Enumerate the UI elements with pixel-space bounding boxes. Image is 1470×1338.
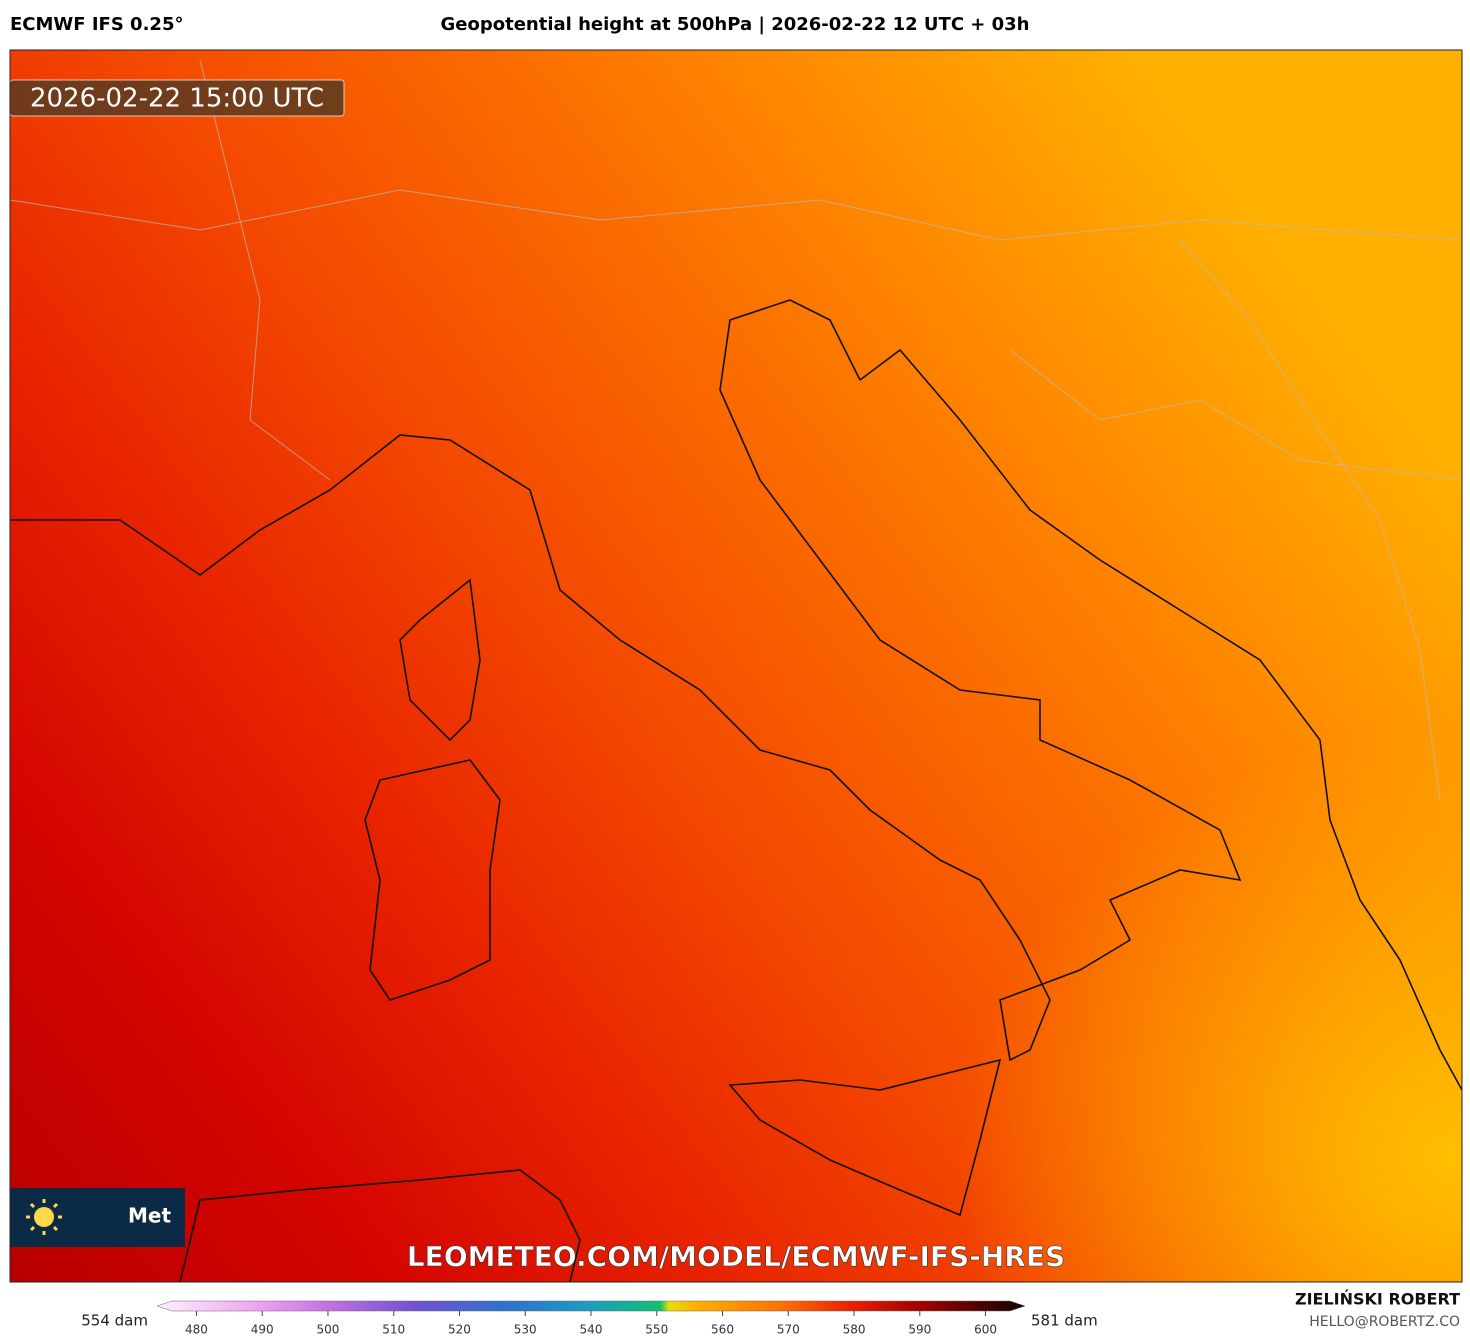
colorbar-tick-label: 550 [645, 1323, 668, 1337]
email: HELLO@ROBERTZ.CO [1309, 1314, 1460, 1330]
height-field-high [10, 50, 1462, 1282]
map: 2026-02-22 15:00 UTC Met LEOMETEO.COM/MO… [10, 50, 1462, 1282]
balkan-coast [859, 348, 1462, 1091]
logo-text: Met [128, 1204, 171, 1228]
colorbar-tick-label: 580 [843, 1323, 866, 1337]
sun-rays [26, 1199, 62, 1235]
time-badge [10, 79, 345, 117]
italy-coast [10, 299, 1242, 1062]
sardinia [364, 759, 501, 1001]
model-name: ECMWF IFS 0.25° [10, 14, 183, 35]
colorbar-tick-label: 560 [711, 1323, 734, 1337]
colorbar-tick-label: 590 [908, 1323, 931, 1337]
border [199, 59, 331, 481]
colorbar-tick-label: 490 [251, 1323, 274, 1337]
colorbar-scale [156, 1300, 1026, 1312]
colorbar-tick-label: 570 [777, 1323, 800, 1337]
colorbar-tick-label: 510 [382, 1323, 405, 1337]
colorbar-tick-label: 520 [448, 1323, 471, 1337]
border [1009, 349, 1462, 481]
watermark: LEOMETEO.COM/MODEL/ECMWF-IFS-HRES [407, 1240, 1065, 1273]
corsica [399, 578, 481, 742]
sicily [728, 1058, 1002, 1217]
border [10, 189, 1462, 241]
colorbar-tick-label: 600 [974, 1323, 997, 1337]
min-label: 554 dam [81, 1312, 148, 1330]
coastlines [10, 299, 1462, 1282]
colorbar-tick-label: 500 [317, 1323, 340, 1337]
border [1179, 239, 1441, 801]
author: ZIELIŃSKI ROBERT [1295, 1290, 1460, 1309]
sun-icon [34, 1207, 54, 1227]
colorbar-tick-label: 530 [514, 1323, 537, 1337]
colorbar-tick-label: 480 [185, 1323, 208, 1337]
valid-time: 2026-02-22 15:00 UTC [30, 84, 324, 114]
colorbar-tick-label: 540 [580, 1323, 603, 1337]
map-frame [9, 49, 1463, 1283]
borders [10, 59, 1462, 801]
colorbar: 480 490 500 510 520 530 540 550 560 570 580 590 600 [156, 1300, 1026, 1337]
africa-coast [179, 1169, 581, 1282]
map-title: Geopotential height at 500hPa | 2026-02-… [440, 14, 1029, 35]
max-label: 581 dam [1031, 1312, 1098, 1330]
